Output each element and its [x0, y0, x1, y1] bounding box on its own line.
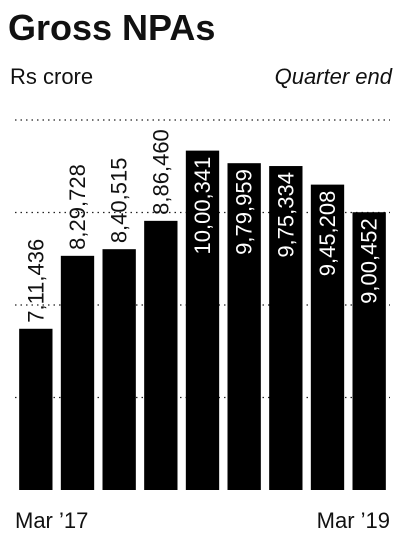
bar [144, 220, 178, 490]
value-label: 9,45,208 [315, 191, 340, 277]
bar [102, 249, 136, 490]
period-note: Quarter end [275, 64, 393, 89]
x-tick-label: Mar ’19 [317, 508, 390, 533]
chart-title: Gross NPAs [8, 7, 215, 48]
bar [227, 163, 261, 490]
bar [19, 328, 53, 490]
bar [185, 150, 220, 490]
bar [269, 166, 303, 490]
value-label: 8,29,728 [65, 164, 90, 250]
value-label: 9,79,959 [232, 169, 257, 255]
value-label: 8,40,515 [107, 158, 132, 244]
value-label: 10,00,341 [190, 157, 215, 255]
value-label: 9,00,452 [357, 218, 382, 304]
value-label: 8,86,460 [148, 129, 173, 215]
bar [60, 255, 95, 490]
bar [310, 184, 345, 490]
x-tick-label: Mar ’17 [15, 508, 88, 533]
value-label: 7,11,436 [23, 239, 48, 323]
bar [352, 212, 386, 491]
unit-label: Rs crore [10, 64, 93, 89]
value-label: 9,75,334 [273, 172, 298, 258]
